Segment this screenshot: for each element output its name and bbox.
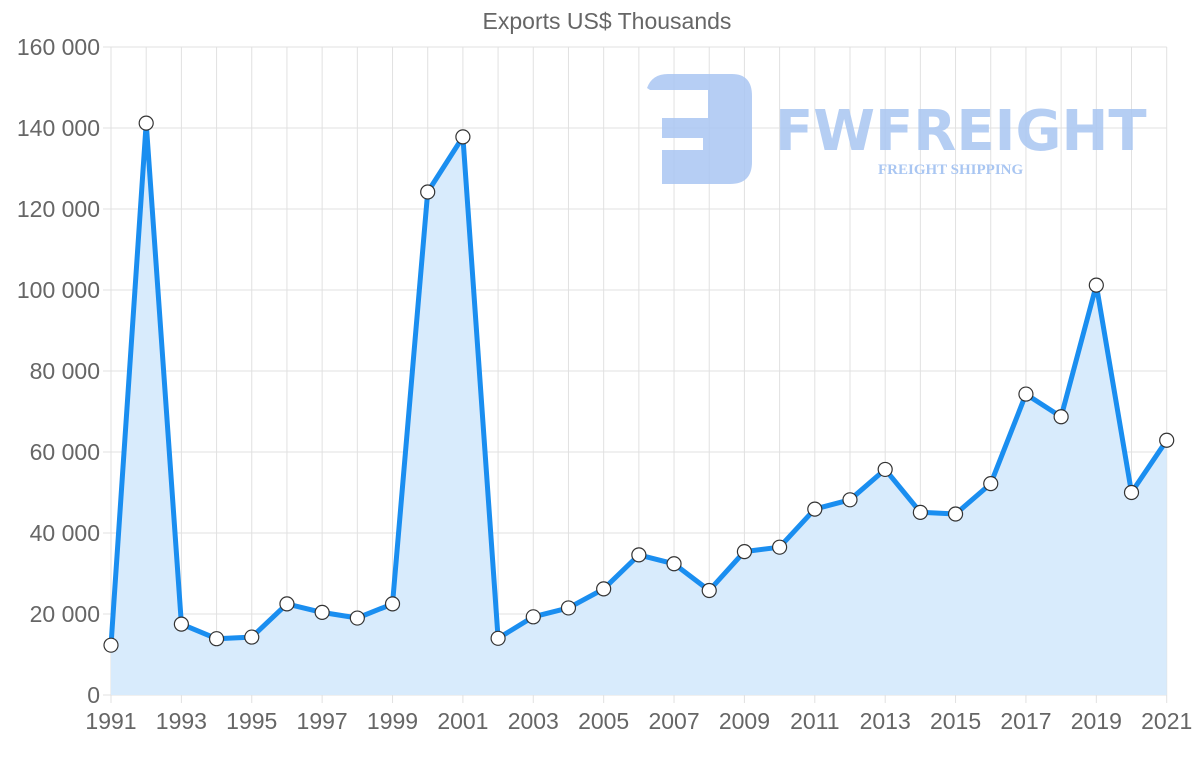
fwfreight-watermark: FWFREIGHT FREIGHT SHIPPING	[647, 74, 1147, 184]
data-point[interactable]	[666, 556, 682, 572]
y-tick-label: 80 000	[30, 358, 100, 384]
y-tick-label: 120 000	[17, 196, 100, 222]
data-point[interactable]	[560, 600, 577, 616]
data-point[interactable]	[279, 596, 295, 612]
data-point[interactable]	[1018, 386, 1034, 402]
y-tick-label: 60 000	[30, 439, 100, 465]
data-point[interactable]	[947, 506, 964, 522]
data-point[interactable]	[314, 604, 330, 620]
x-tick-label: 2003	[508, 708, 559, 734]
y-tick-label: 160 000	[17, 34, 100, 60]
x-tick-label: 2005	[578, 708, 629, 734]
data-point[interactable]	[912, 504, 928, 520]
x-tick-label: 1991	[85, 708, 136, 734]
y-tick-label: 0	[87, 682, 100, 708]
data-point[interactable]	[877, 461, 893, 478]
data-points	[103, 115, 1175, 653]
data-point[interactable]	[208, 631, 225, 647]
y-tick-label: 20 000	[30, 601, 100, 627]
y-axis-ticks: 0 20 000 40 000 60 000 80 000 100 000 120 000 1…	[17, 34, 100, 708]
y-tick-label: 140 000	[17, 115, 100, 141]
data-point[interactable]	[701, 582, 717, 599]
data-point[interactable]	[772, 539, 788, 555]
watermark-brand: FWFREIGHT	[775, 99, 1147, 164]
x-tick-label: 2021	[1141, 708, 1192, 734]
data-point[interactable]	[736, 544, 753, 560]
x-tick-label: 2013	[860, 708, 911, 734]
data-point[interactable]	[384, 596, 401, 612]
x-tick-label: 2017	[1000, 708, 1051, 734]
data-point[interactable]	[349, 610, 365, 626]
data-point[interactable]	[103, 637, 119, 653]
data-point[interactable]	[244, 629, 260, 645]
x-tick-label: 2009	[719, 708, 770, 734]
data-point[interactable]	[1053, 409, 1069, 425]
area-fill	[111, 123, 1167, 696]
data-point[interactable]	[983, 475, 999, 492]
data-point[interactable]	[525, 609, 541, 625]
y-tick-label: 40 000	[30, 520, 100, 546]
x-axis-ticks: 1991 1993 1995 1997 1999 2001 2003 2005 2007 2009…	[85, 708, 1192, 734]
data-point[interactable]	[596, 581, 612, 597]
x-tick-label: 1997	[297, 708, 348, 734]
x-tick-label: 2007	[648, 708, 699, 734]
data-point[interactable]	[842, 492, 858, 508]
data-point[interactable]	[455, 129, 471, 145]
data-point[interactable]	[173, 616, 189, 632]
data-point[interactable]	[420, 184, 436, 200]
data-point[interactable]	[631, 547, 647, 563]
data-point[interactable]	[138, 115, 154, 131]
data-point[interactable]	[807, 501, 823, 517]
x-tick-label: 2019	[1071, 708, 1122, 734]
fwfreight-logo-icon	[647, 74, 752, 184]
data-point[interactable]	[1123, 484, 1140, 501]
x-tick-label: 1999	[367, 708, 418, 734]
watermark-tagline: FREIGHT SHIPPING	[878, 162, 1023, 178]
chart-title: Exports US$ Thousands	[482, 8, 732, 34]
y-tick-label: 100 000	[17, 277, 100, 303]
x-tick-label: 1995	[226, 708, 277, 734]
data-point[interactable]	[1088, 277, 1104, 293]
x-tick-label: 2001	[437, 708, 488, 734]
x-tick-label: 2015	[930, 708, 981, 734]
data-point[interactable]	[1159, 432, 1175, 448]
x-tick-label: 1993	[156, 708, 207, 734]
data-point[interactable]	[490, 630, 506, 646]
x-tick-label: 2011	[790, 708, 839, 734]
